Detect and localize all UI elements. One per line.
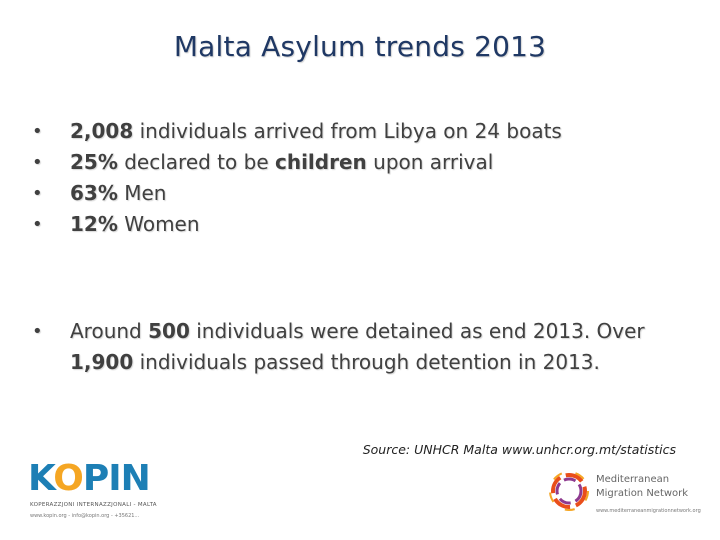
- bullet-figure: 12%: [70, 212, 118, 236]
- bullet-item: • 12% Women: [32, 209, 692, 240]
- bullet-text: Around: [70, 319, 149, 343]
- bullet-text: upon arrival: [366, 150, 494, 174]
- bullet-figure: 1,900: [70, 350, 134, 374]
- bullet-dot-icon: •: [32, 321, 43, 342]
- bullet-dot-icon: •: [32, 183, 43, 204]
- bullet-figure: 500: [148, 319, 190, 343]
- mmn-logo-line1: Mediterranean: [596, 474, 670, 485]
- bullet-text: individuals were detained as end 2013. O…: [189, 319, 645, 343]
- bullet-list-arrivals: • 2,008 individuals arrived from Libya o…: [32, 116, 692, 240]
- bullet-figure: 63%: [70, 181, 118, 205]
- kopin-logo-contact: www.kopin.org - info@kopin.org - +35621.…: [30, 513, 140, 519]
- kopin-logo-wordmark: KOPIN: [28, 458, 151, 499]
- kopin-logo: KOPIN KOPERAZZJONI INTERNAZZJONALI - MAL…: [28, 458, 178, 528]
- bullet-item: • 25% declared to be children upon arriv…: [32, 147, 692, 178]
- bullet-text: Men: [117, 181, 167, 205]
- mmn-logo-line2: Migration Network: [596, 488, 689, 499]
- bullet-dot-icon: •: [32, 214, 43, 235]
- bullet-text: individuals arrived from Libya on 24 boa…: [133, 119, 562, 143]
- mmn-logo: Mediterranean Migration Network www.medi…: [546, 466, 701, 524]
- bullet-figure: 2,008: [70, 119, 134, 143]
- bullet-item: • Around 500 individuals were detained a…: [32, 316, 692, 378]
- bullet-text: Women: [117, 212, 200, 236]
- bullet-item: • 63% Men: [32, 178, 692, 209]
- bullet-figure: 25%: [70, 150, 118, 174]
- bullet-text: declared to be: [117, 150, 275, 174]
- bullet-item: • 2,008 individuals arrived from Libya o…: [32, 116, 692, 147]
- bullet-text: individuals passed through detention in …: [133, 350, 600, 374]
- kopin-logo-subtitle: KOPERAZZJONI INTERNAZZJONALI - MALTA: [30, 502, 157, 508]
- bullet-emphasis: children: [274, 150, 367, 174]
- bullet-list-detention: • Around 500 individuals were detained a…: [32, 316, 692, 378]
- bullet-dot-icon: •: [32, 121, 43, 142]
- slide-title: Malta Asylum trends 2013: [173, 30, 547, 63]
- source-citation: Source: UNHCR Malta www.unhcr.org.mt/sta…: [362, 442, 676, 457]
- mmn-ring-icon: [549, 471, 589, 511]
- bullet-dot-icon: •: [32, 152, 43, 173]
- mmn-logo-url: www.mediterraneanmigrationnetwork.org: [596, 508, 701, 514]
